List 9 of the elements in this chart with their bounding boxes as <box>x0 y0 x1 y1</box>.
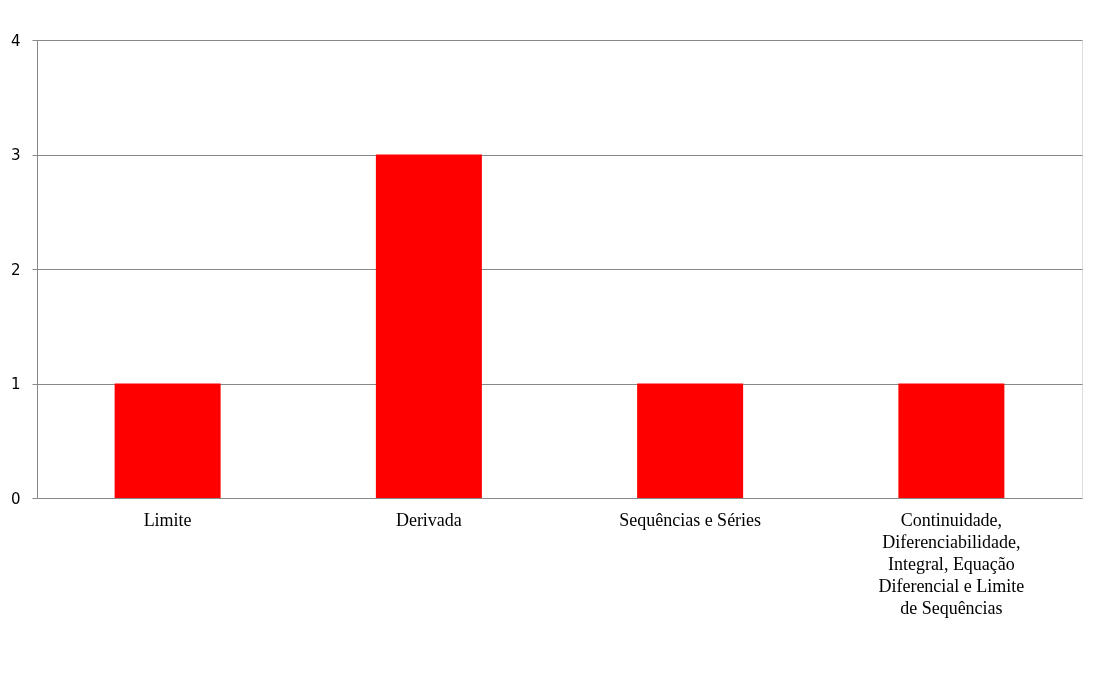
y-tick-label: 1 <box>10 375 21 393</box>
y-tick-label: 4 <box>10 31 21 50</box>
y-tick-label: 3 <box>10 146 21 164</box>
x-tick-label: Limite <box>143 510 192 530</box>
x-tick-label: Sequências e Séries <box>619 510 762 530</box>
y-tick-label: 2 <box>10 260 21 279</box>
y-tick-label: 0 <box>10 489 21 508</box>
x-tick-label: Derivada <box>395 510 462 530</box>
x-tick-label: Continuidade, Diferenciabilidade, Integral, Equação Diferencial e Limite de Sequências <box>878 510 1025 618</box>
